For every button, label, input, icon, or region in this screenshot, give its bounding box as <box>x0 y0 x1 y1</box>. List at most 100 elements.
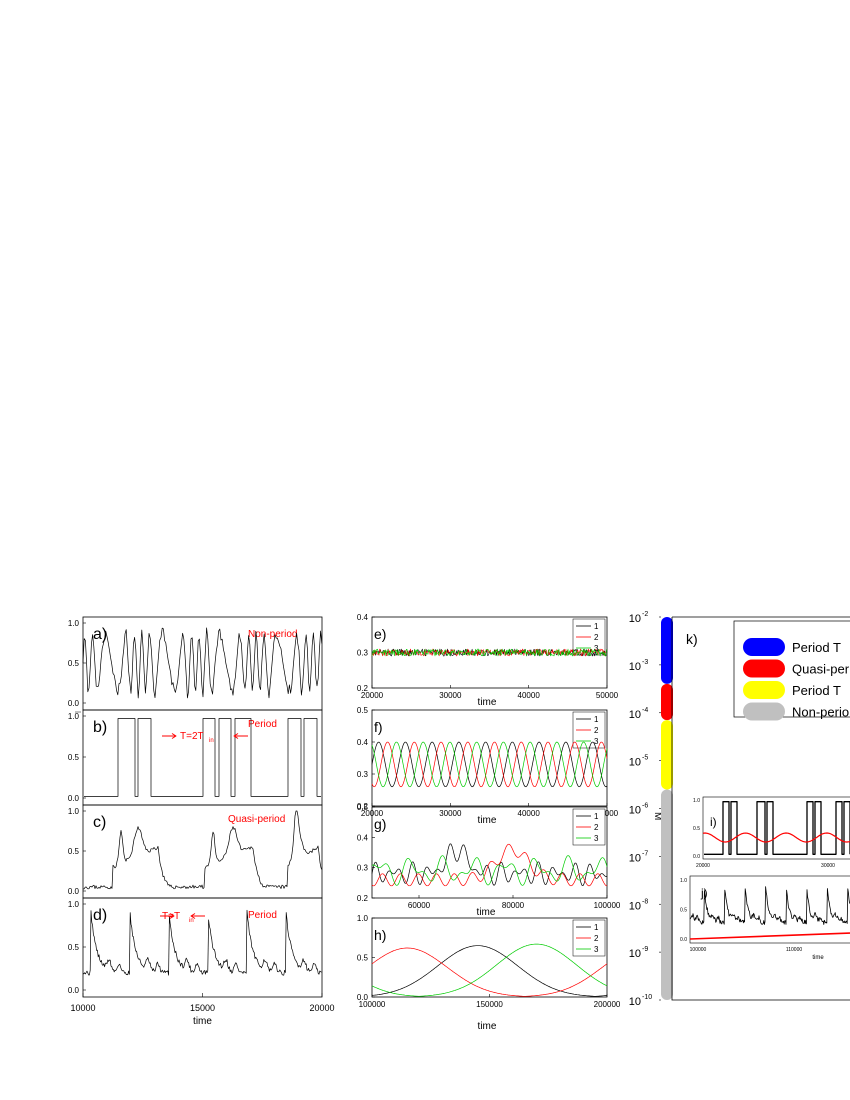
x-tick-label: 20000 <box>361 691 384 700</box>
x-tick-label: 110000 <box>786 947 803 953</box>
panel-label: h) <box>374 927 386 943</box>
x-tick-label: 200000 <box>594 1000 621 1009</box>
series-line-2 <box>371 947 608 997</box>
x-tick-label: 60000 <box>408 901 431 910</box>
inset-j-line-1 <box>689 886 850 925</box>
x-axis-title: time <box>478 815 497 826</box>
x-tick-label: 50000 <box>596 691 619 700</box>
period-arrow <box>233 733 248 739</box>
legend-label: 1 <box>594 622 599 631</box>
legend-label: Period T <box>792 640 841 655</box>
y-tick-label: 10 <box>629 613 641 625</box>
y-tick-label: 0.0 <box>68 887 80 896</box>
y-tick-exponent: -7 <box>642 850 648 857</box>
y-tick-exponent: -4 <box>642 707 648 714</box>
y-tick-exponent: -10 <box>642 994 652 1001</box>
y-tick-label: 0.0 <box>680 937 687 943</box>
y-tick-label: 1.0 <box>693 798 700 804</box>
panel-label: b) <box>93 719 107 736</box>
panel-annotation: Non-period <box>248 629 297 640</box>
y-tick-label: 0.5 <box>357 803 369 812</box>
inset-j-line-2 <box>689 932 850 940</box>
legend-label: 3 <box>594 644 599 653</box>
legend-label: Non-perio <box>792 705 849 720</box>
y-tick-label: 10 <box>629 805 641 817</box>
series-line-1 <box>371 843 608 887</box>
y-tick-label: 1.0 <box>68 807 80 816</box>
y-tick-exponent: -8 <box>642 898 648 905</box>
x-axis-title: time <box>478 1021 497 1032</box>
x-tick-label: 30000 <box>821 863 835 869</box>
inset-j-frame <box>689 875 850 944</box>
x-tick-label: 20000 <box>696 863 710 869</box>
panel-label: d) <box>93 907 107 924</box>
panel-label: g) <box>374 816 386 832</box>
legend-label: 3 <box>594 737 599 746</box>
series-line-3 <box>371 648 607 657</box>
series-line-3 <box>371 741 608 788</box>
inset-label: i) <box>710 815 717 829</box>
x-axis-title: time <box>477 907 496 918</box>
y-tick-exponent: -6 <box>642 803 648 810</box>
y-tick-label: 1.0 <box>68 619 80 628</box>
x-axis-title: time <box>478 697 497 708</box>
x-tick-label: 150000 <box>476 1000 503 1009</box>
y-tick-label: 10 <box>629 661 641 673</box>
panel-h-frame <box>371 917 608 998</box>
panel-annotation: Quasi-period <box>228 814 285 825</box>
series-line-2 <box>371 843 608 887</box>
panel-annotation: Period <box>248 719 277 730</box>
period-arrow <box>162 733 177 739</box>
x-tick-label: 30000 <box>439 691 462 700</box>
x-tick-label: 100000 <box>690 947 707 953</box>
y-tick-label: 0.5 <box>357 954 369 963</box>
period-label: T=2T <box>180 731 204 742</box>
period-arrow <box>190 913 205 919</box>
legend-label: 2 <box>594 823 599 832</box>
y-tick-exponent: -9 <box>642 946 648 953</box>
panel-k-frame <box>671 616 850 1001</box>
y-tick-label: 10 <box>629 996 641 1008</box>
legend-swatch <box>743 659 785 678</box>
y-tick-exponent: -3 <box>642 659 648 666</box>
y-tick-label: 10 <box>629 709 641 721</box>
legend-label: 2 <box>594 934 599 943</box>
panel-b-frame <box>82 709 323 806</box>
x-tick-label: 100000 <box>594 901 621 910</box>
inset-i-frame <box>702 796 850 860</box>
series-line-a <box>82 627 323 699</box>
y-tick-label: 10 <box>629 900 641 912</box>
y-tick-label: 1.0 <box>680 878 687 884</box>
legend-label: 3 <box>594 834 599 843</box>
legend-label: 1 <box>594 923 599 932</box>
y-tick-exponent: -2 <box>642 611 648 618</box>
legend-swatch <box>743 681 785 699</box>
x-tick-label: 100000 <box>359 1000 386 1009</box>
legend-label: Quasi-per <box>792 662 850 677</box>
y-tick-label: 0.3 <box>357 649 369 658</box>
y-tick-label: 0.0 <box>68 699 80 708</box>
regime-bar-2 <box>661 720 673 790</box>
y-tick-label: 0.0 <box>68 986 80 995</box>
panel-label: a) <box>93 626 107 643</box>
period-subscript: in <box>209 738 214 744</box>
panel-label: c) <box>93 814 106 831</box>
panel-label: k) <box>686 631 698 647</box>
regime-bar-3 <box>661 789 673 1000</box>
y-tick-label: 0.5 <box>68 753 80 762</box>
y-tick-label: 0.4 <box>357 833 369 842</box>
x-tick-label: 30000 <box>439 809 462 818</box>
y-tick-label: 10 <box>629 757 641 769</box>
legend-label: 1 <box>594 812 599 821</box>
regime-bar-0 <box>661 617 673 684</box>
x-tick-label: 20000 <box>309 1003 334 1013</box>
y-tick-label: 0.0 <box>68 794 80 803</box>
y-tick-label: 0.2 <box>357 894 369 903</box>
legend-swatch <box>743 638 785 656</box>
series-line-3 <box>371 855 608 886</box>
x-tick-label: 40000 <box>518 809 541 818</box>
series-line-3 <box>371 943 608 997</box>
y-tick-exponent: -5 <box>642 755 648 762</box>
x-axis-title: time <box>193 1016 212 1027</box>
